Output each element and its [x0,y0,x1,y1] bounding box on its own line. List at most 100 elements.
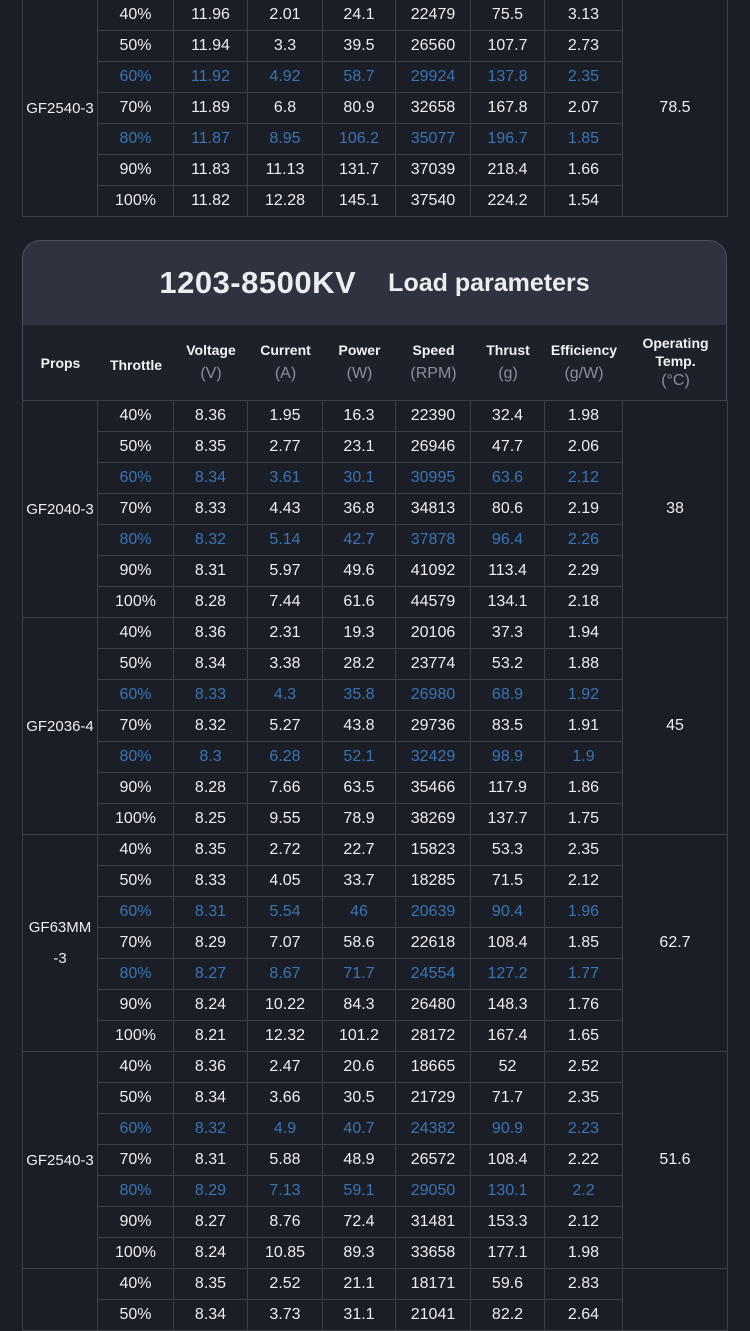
thrust-cell: 108.4 [470,927,545,959]
speed-cell: 23774 [395,648,471,680]
current-cell: 3.61 [247,462,323,494]
speed-cell: 26480 [395,989,471,1021]
prop-cell: GF2540-3 [22,1051,98,1269]
throttle-cell: 90% [97,1206,174,1238]
temp-cell: 38 [622,400,728,618]
header-temp: Operating Temp. (°C) [642,335,709,389]
throttle-cell: 60% [97,896,174,928]
efficiency-cell: 2.07 [544,92,623,124]
power-cell: 19.3 [322,617,396,649]
voltage-cell: 8.32 [173,710,248,742]
current-cell: 8.67 [247,958,323,990]
voltage-cell: 8.34 [173,1299,248,1331]
efficiency-cell: 2.29 [544,555,623,587]
voltage-cell: 8.33 [173,493,248,525]
current-cell: 3.73 [247,1299,323,1331]
thrust-cell: 63.6 [470,462,545,494]
thrust-cell: 90.9 [470,1113,545,1145]
speed-cell: 18171 [395,1268,471,1300]
table-row: 50% 8.35 2.77 23.1 26946 47.7 2.06 [23,431,728,463]
efficiency-cell: 1.54 [544,185,623,217]
thrust-cell: 113.4 [470,555,545,587]
voltage-cell: 8.24 [173,989,248,1021]
voltage-cell: 8.31 [173,1144,248,1176]
current-cell: 10.85 [247,1237,323,1269]
thrust-cell: 96.4 [470,524,545,556]
prev-data-table: GF2540-3 40% 11.96 2.01 24.1 22479 75.5 3.13 78.… [22,0,728,217]
efficiency-cell: 3.13 [544,0,623,31]
voltage-cell: 11.89 [173,92,248,124]
power-cell: 58.6 [322,927,396,959]
header-voltage: Voltage (V) [186,342,236,382]
prev-load-table: GF2540-3 40% 11.96 2.01 24.1 22479 75.5 3.13 78.… [22,0,728,217]
efficiency-cell: 2.22 [544,1144,623,1176]
throttle-cell: 80% [97,1175,174,1207]
efficiency-cell: 2.26 [544,524,623,556]
header-efficiency: Efficiency (g/W) [550,342,618,382]
thrust-cell: 167.4 [470,1020,545,1052]
prop-cell [22,1268,98,1331]
power-cell: 48.9 [322,1144,396,1176]
thrust-cell: 137.7 [470,803,545,835]
current-cell: 2.47 [247,1051,323,1083]
speed-cell: 32429 [395,741,471,773]
speed-cell: 34813 [395,493,471,525]
speed-cell: 29924 [395,61,471,93]
table-row: 100% 8.25 9.55 78.9 38269 137.7 1.75 [23,803,728,835]
section-label: Load parameters [388,268,590,297]
voltage-cell: 11.94 [173,30,248,62]
current-cell: 8.76 [247,1206,323,1238]
throttle-cell: 70% [97,1144,174,1176]
current-cell: 5.14 [247,524,323,556]
table-row: 50% 11.94 3.3 39.5 26560 107.7 2.73 [23,30,728,62]
throttle-cell: 90% [97,555,174,587]
efficiency-cell: 1.85 [544,927,623,959]
throttle-cell: 40% [97,617,174,649]
table-row: GF2040-3 40% 8.36 1.95 16.3 22390 32.4 1.98 38 [22,400,728,618]
speed-cell: 22618 [395,927,471,959]
throttle-cell: 90% [97,772,174,804]
voltage-cell: 8.36 [173,617,248,649]
throttle-cell: 70% [97,92,174,124]
speed-cell: 20639 [395,896,471,928]
current-cell: 11.13 [247,154,323,186]
table-row: GF2540-3 40% 8.36 2.47 20.6 18665 52 2.52 51.6 [22,1051,728,1269]
voltage-cell: 8.36 [173,1051,248,1083]
throttle-cell: 50% [97,865,174,897]
speed-cell: 29736 [395,710,471,742]
table-row: 80% 8.3 6.28 52.1 32429 98.9 1.9 [23,741,728,773]
thrust-cell: 137.8 [470,61,545,93]
voltage-cell: 8.36 [173,400,248,432]
efficiency-cell: 2.12 [544,462,623,494]
motor-model: 1203-8500KV [159,265,357,300]
speed-cell: 37878 [395,524,471,556]
efficiency-cell: 1.98 [544,400,623,432]
power-cell: 30.1 [322,462,396,494]
thrust-cell: 130.1 [470,1175,545,1207]
power-cell: 63.5 [322,772,396,804]
speed-cell: 26572 [395,1144,471,1176]
table-row: 90% 8.31 5.97 49.6 41092 113.4 2.29 [23,555,728,587]
voltage-cell: 11.96 [173,0,248,31]
throttle-cell: 100% [97,586,174,618]
temp-cell: 51.6 [622,1051,728,1269]
current-cell: 4.92 [247,61,323,93]
table-row: 50% 8.34 3.66 30.5 21729 71.7 2.35 [23,1082,728,1114]
current-cell: 4.05 [247,865,323,897]
table-row: 80% 8.29 7.13 59.1 29050 130.1 2.2 [23,1175,728,1207]
current-cell: 7.13 [247,1175,323,1207]
table-row: GF2540-3 40% 11.96 2.01 24.1 22479 75.5 3.13 78.… [22,0,728,217]
thrust-cell: 224.2 [470,185,545,217]
current-cell: 12.28 [247,185,323,217]
voltage-cell: 8.29 [173,1175,248,1207]
speed-cell: 18285 [395,865,471,897]
thrust-cell: 32.4 [470,400,545,432]
current-cell: 3.66 [247,1082,323,1114]
thrust-cell: 107.7 [470,30,545,62]
current-cell: 5.88 [247,1144,323,1176]
throttle-cell: 100% [97,185,174,217]
efficiency-cell: 1.77 [544,958,623,990]
efficiency-cell: 1.85 [544,123,623,155]
efficiency-cell: 1.96 [544,896,623,928]
throttle-cell: 50% [97,1082,174,1114]
